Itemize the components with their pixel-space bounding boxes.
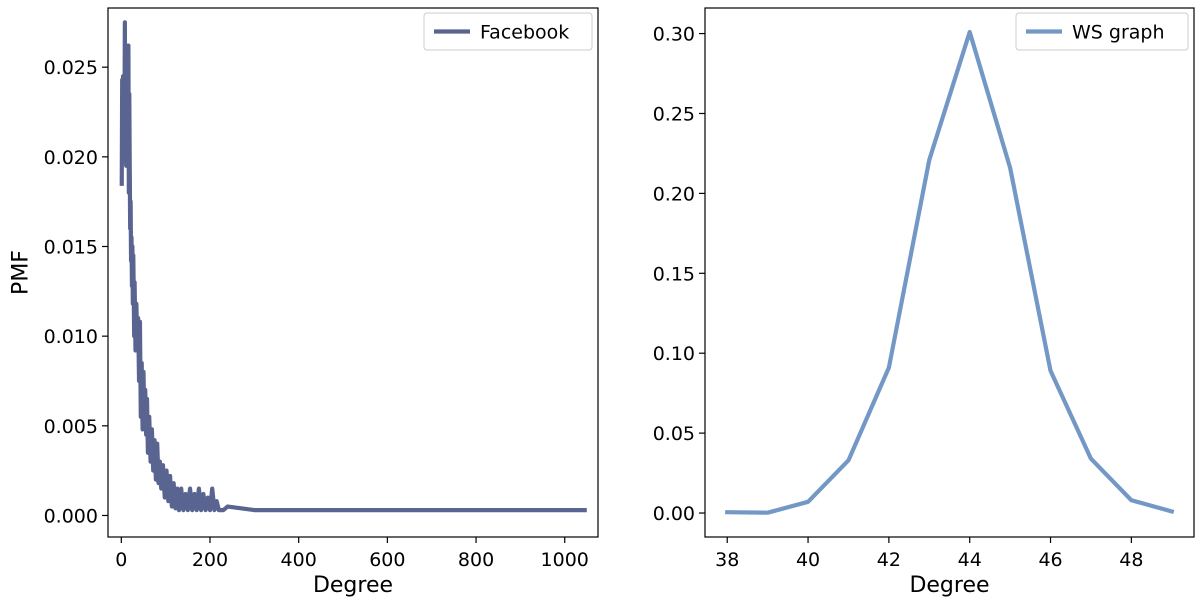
x-tick-label: 600 [369, 549, 405, 571]
y-tick-label: 0.025 [44, 57, 98, 79]
legend: Facebook [423, 12, 593, 51]
x-tick-label: 40 [796, 549, 820, 571]
legend-label: Facebook [480, 22, 569, 44]
x-tick-label: 46 [1038, 549, 1062, 571]
x-tick-label: 400 [281, 549, 317, 571]
y-tick-label: 0.25 [653, 103, 695, 125]
x-tick-label: 42 [877, 549, 901, 571]
y-tick-label: 0.00 [653, 503, 695, 525]
x-tick-label: 200 [192, 549, 228, 571]
series-line-0 [725, 29, 1175, 515]
y-axis-label: PMF [9, 250, 34, 295]
y-tick-label: 0.05 [653, 423, 695, 445]
plot-frame [704, 7, 1195, 538]
x-tick-label: 48 [1119, 549, 1143, 571]
x-tick-label: 1000 [541, 549, 589, 571]
legend-box [1015, 12, 1189, 51]
series-line-0 [119, 20, 587, 513]
y-tick-label: 0.10 [653, 343, 695, 365]
y-tick-label: 0.20 [653, 183, 695, 205]
y-tick-label: 0.015 [44, 236, 98, 258]
x-tick-label: 800 [458, 549, 494, 571]
y-tick-label: 0.000 [44, 505, 98, 527]
plot-frame [107, 7, 599, 538]
x-tick-label: 44 [958, 549, 982, 571]
chart-ws-graph: 38 40 42 44 46 48 0.00 0.05 0.10 0.15 0.20 0.25 0.30… [653, 7, 1195, 598]
y-tick-label: 0.30 [653, 24, 695, 46]
chart-facebook: 0 200 400 600 800 1000 0.000 0.005 0.010 0.015 0.0… [9, 7, 599, 598]
y-tick-label: 0.020 [44, 147, 98, 169]
y-tick-label: 0.15 [653, 263, 695, 285]
y-tick-label: 0.010 [44, 326, 98, 348]
x-axis-label: Degree [909, 573, 989, 598]
y-tick-label: 0.005 [44, 416, 98, 438]
x-tick-label: 0 [115, 549, 127, 571]
legend-box [423, 12, 593, 51]
legend-label: WS graph [1072, 22, 1165, 44]
legend: WS graph [1015, 12, 1189, 51]
x-axis-label: Degree [313, 573, 393, 598]
x-tick-label: 38 [715, 549, 739, 571]
